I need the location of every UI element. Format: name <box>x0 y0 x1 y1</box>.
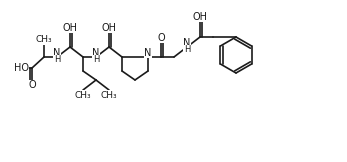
Text: O: O <box>28 80 36 90</box>
Text: O: O <box>157 33 165 43</box>
Text: N: N <box>183 38 191 48</box>
Text: H: H <box>54 56 60 64</box>
Text: HO: HO <box>14 63 29 73</box>
Text: OH: OH <box>62 23 77 33</box>
Text: OH: OH <box>102 23 117 33</box>
Text: H: H <box>184 46 190 54</box>
Text: H: H <box>93 56 99 64</box>
Text: CH₃: CH₃ <box>36 35 52 45</box>
Text: CH₃: CH₃ <box>101 91 117 99</box>
Text: N: N <box>92 48 100 58</box>
Text: OH: OH <box>193 12 208 22</box>
Text: N: N <box>144 48 152 58</box>
Text: N: N <box>53 48 61 58</box>
Text: CH₃: CH₃ <box>75 91 91 99</box>
